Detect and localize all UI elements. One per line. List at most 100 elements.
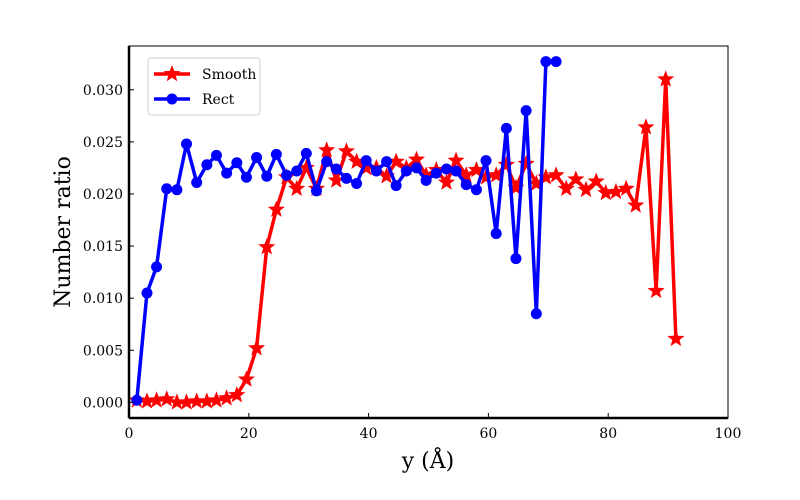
data-point-smooth (327, 171, 345, 188)
data-point-smooth (607, 182, 625, 200)
data-point-rect (510, 253, 522, 265)
data-point-rect (231, 157, 243, 169)
data-point-rect (370, 165, 382, 177)
data-point-smooth (267, 200, 285, 217)
data-point-smooth (357, 158, 375, 176)
x-tick-label: 80 (599, 426, 617, 442)
data-point-smooth (218, 389, 236, 406)
data-point-rect (490, 228, 502, 240)
data-point-smooth (557, 179, 575, 197)
legend-item-rect: Rect (154, 92, 235, 108)
data-point-rect (310, 185, 322, 197)
data-point-rect (201, 159, 213, 171)
data-point-smooth (337, 142, 355, 159)
data-point-rect (261, 170, 273, 182)
y-tick-label: 0.000 (83, 395, 123, 411)
x-axis-ticks: 0 20 40 60 80 100 (125, 413, 742, 442)
y-tick-label: 0.030 (83, 83, 123, 99)
data-point-rect (480, 155, 492, 167)
data-point-rect (420, 174, 432, 186)
y-tick-label: 0.010 (83, 291, 123, 307)
data-point-smooth (177, 393, 196, 410)
data-point-smooth (477, 168, 495, 185)
data-point-smooth (657, 70, 675, 87)
data-point-smooth (637, 118, 655, 135)
data-point-smooth (447, 151, 465, 168)
data-point-smooth (547, 166, 565, 183)
data-point-rect (550, 56, 562, 68)
data-point-smooth (647, 281, 665, 299)
data-point-smooth (387, 152, 405, 169)
legend-label-rect: Rect (202, 92, 235, 108)
data-point-smooth (168, 393, 186, 410)
data-point-smooth (627, 196, 645, 213)
x-axis-title: y (Å) (401, 446, 454, 474)
data-point-smooth (587, 172, 605, 189)
data-point-smooth (507, 178, 525, 195)
legend-items: Smooth Rect (154, 65, 256, 108)
data-point-rect (171, 184, 183, 196)
data-point-rect (251, 151, 263, 163)
data-point-rect (520, 105, 532, 117)
data-point-smooth (537, 168, 555, 185)
data-point-smooth (198, 392, 216, 409)
y-tick-label: 0.005 (83, 343, 123, 359)
data-point-rect (330, 163, 342, 175)
data-point-smooth (457, 166, 475, 183)
data-point-smooth (297, 158, 315, 176)
data-point-rect (400, 165, 412, 177)
y-axis-ticks: 0.000 0.005 0.010 0.015 0.020 0.025 0.030 (83, 83, 134, 411)
data-point-rect (450, 165, 462, 177)
data-point-smooth (577, 180, 595, 198)
data-point-smooth (617, 179, 635, 197)
data-point-smooth (138, 392, 156, 409)
x-tick-label: 40 (360, 426, 378, 442)
legend-marker-rect (166, 93, 178, 105)
data-point-rect (440, 163, 452, 175)
data-point-smooth (228, 386, 246, 403)
data-point-smooth (318, 141, 336, 158)
data-point-smooth (667, 329, 685, 347)
data-point-rect (500, 122, 512, 134)
data-point-smooth (487, 166, 505, 183)
data-point-rect (321, 156, 333, 168)
y-axis-title: Number ratio (51, 156, 76, 308)
data-point-rect (291, 165, 303, 177)
x-tick-label: 60 (479, 426, 497, 442)
data-point-rect (411, 162, 423, 174)
data-point-smooth (467, 161, 485, 178)
data-point-smooth (378, 167, 396, 184)
legend-label-smooth: Smooth (202, 67, 256, 83)
data-point-rect (221, 167, 233, 179)
data-point-rect (141, 287, 153, 299)
y-tick-label: 0.015 (83, 239, 123, 255)
x-tick-label: 0 (125, 426, 134, 442)
data-point-smooth (237, 370, 255, 387)
data-point-smooth (207, 391, 226, 408)
data-point-smooth (188, 392, 206, 409)
data-point-rect (181, 138, 193, 150)
data-point-smooth (527, 174, 545, 191)
legend-marker-smooth (163, 65, 181, 82)
data-point-smooth (597, 183, 615, 201)
x-tick-label: 100 (715, 426, 742, 442)
data-point-smooth (248, 339, 266, 356)
x-tick-label: 20 (240, 426, 258, 442)
data-point-rect (281, 169, 293, 181)
data-point-rect (300, 147, 312, 159)
data-point-rect (131, 394, 143, 406)
data-point-rect (340, 172, 352, 184)
legend: Smooth Rect (147, 57, 261, 116)
series-smooth (128, 70, 685, 410)
data-point-rect (530, 308, 542, 320)
data-point-rect (360, 155, 372, 167)
data-point-rect (351, 178, 363, 190)
data-point-rect (161, 183, 173, 195)
data-point-smooth (567, 170, 585, 187)
series-layer (128, 56, 685, 410)
legend-item-smooth: Smooth (154, 65, 256, 83)
data-point-smooth (407, 150, 426, 167)
data-point-rect (470, 184, 482, 196)
data-point-rect (390, 180, 402, 192)
data-point-smooth (258, 238, 276, 255)
